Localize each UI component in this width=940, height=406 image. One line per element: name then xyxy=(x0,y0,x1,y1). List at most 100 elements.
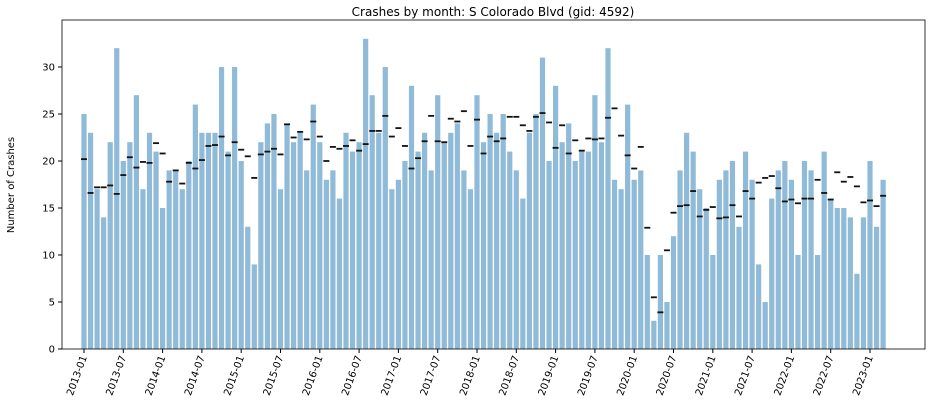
bar xyxy=(304,170,310,349)
bar xyxy=(625,104,631,349)
bar xyxy=(611,179,618,349)
bar xyxy=(821,151,827,349)
bar xyxy=(749,179,755,349)
bar xyxy=(736,226,742,349)
bar xyxy=(186,161,192,349)
x-tick-label: 2013-07 xyxy=(104,354,129,397)
bar xyxy=(441,142,447,349)
x-tick-label: 2015-01 xyxy=(222,354,247,397)
bar xyxy=(238,161,244,349)
x-tick-label: 2018-07 xyxy=(497,354,522,397)
bar xyxy=(448,132,454,349)
x-tick-label: 2019-07 xyxy=(576,354,601,397)
bar xyxy=(710,255,716,349)
bar xyxy=(644,255,650,349)
bar xyxy=(356,142,362,349)
bar xyxy=(369,95,375,349)
bar xyxy=(114,48,120,349)
bar xyxy=(867,161,873,349)
bar xyxy=(723,170,729,349)
bar xyxy=(395,179,401,349)
x-tick-label: 2013-01 xyxy=(65,354,90,397)
bar xyxy=(218,67,225,349)
bar xyxy=(146,132,153,349)
bar xyxy=(815,255,821,349)
bar xyxy=(199,132,205,349)
bar xyxy=(677,170,683,349)
bar xyxy=(500,114,506,349)
bar xyxy=(703,208,709,349)
bar xyxy=(769,198,775,349)
bar xyxy=(670,236,677,349)
bar xyxy=(363,38,369,350)
bar xyxy=(572,161,578,349)
bar xyxy=(828,198,834,349)
bar xyxy=(847,217,853,349)
bar xyxy=(264,123,270,350)
y-tick-label: 25 xyxy=(42,110,55,121)
bar xyxy=(87,132,94,349)
x-tick-label: 2020-07 xyxy=(655,354,680,397)
bar xyxy=(559,142,565,349)
chart-title: Crashes by month: S Colorado Blvd (gid: … xyxy=(352,5,635,19)
bar xyxy=(788,179,794,349)
y-tick-label: 20 xyxy=(42,157,55,168)
bar xyxy=(474,95,480,349)
bar xyxy=(461,170,467,349)
bar xyxy=(81,114,87,349)
bar xyxy=(631,179,637,349)
bar xyxy=(690,151,696,349)
bar xyxy=(422,132,428,349)
x-tick-label: 2021-07 xyxy=(733,354,758,397)
bar xyxy=(330,170,336,349)
bar xyxy=(520,198,526,349)
x-tick-label: 2014-01 xyxy=(144,354,169,397)
plot-frame xyxy=(61,19,926,350)
bar xyxy=(697,189,703,349)
bar xyxy=(317,142,323,349)
bar xyxy=(742,151,749,349)
bar xyxy=(598,142,605,349)
bar xyxy=(245,226,251,349)
x-tick-label: 2017-01 xyxy=(380,354,405,397)
bar xyxy=(880,179,886,349)
bar xyxy=(756,264,762,349)
bar xyxy=(480,142,487,349)
bar xyxy=(107,142,113,349)
bar xyxy=(251,264,257,349)
bar xyxy=(408,85,415,350)
bar xyxy=(389,189,395,349)
bar xyxy=(546,161,552,349)
bar xyxy=(291,142,297,349)
y-tick-label: 5 xyxy=(49,298,55,309)
bar xyxy=(343,132,349,349)
bar xyxy=(153,151,159,349)
bar xyxy=(120,161,126,349)
y-tick-label: 0 xyxy=(49,345,55,356)
bar xyxy=(579,151,585,349)
bar xyxy=(716,179,722,349)
bar xyxy=(133,95,139,349)
bar xyxy=(310,104,316,349)
bar xyxy=(834,208,840,349)
bar xyxy=(507,151,513,349)
bar xyxy=(860,217,867,349)
bar xyxy=(415,151,421,349)
bar xyxy=(160,208,166,349)
bar xyxy=(428,170,434,349)
bar xyxy=(684,132,690,349)
x-tick-label: 2020-01 xyxy=(615,354,640,397)
bar xyxy=(225,151,231,349)
bar xyxy=(101,217,107,349)
bar xyxy=(782,161,788,349)
bar xyxy=(873,226,880,349)
bar xyxy=(284,123,290,350)
bar xyxy=(526,132,532,349)
bar xyxy=(382,67,388,349)
x-tick-label: 2016-01 xyxy=(301,354,326,397)
x-tick-label: 2022-01 xyxy=(773,354,798,397)
y-tick-label: 30 xyxy=(42,63,55,74)
bar xyxy=(454,123,460,350)
bar xyxy=(553,85,559,350)
